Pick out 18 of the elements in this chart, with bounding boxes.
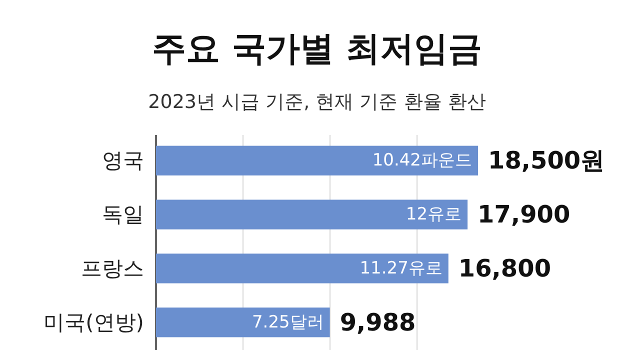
annotation: 12유로 [406,204,462,225]
bar [156,200,468,230]
bar [156,308,330,338]
y-tick-label: 프랑스 [81,256,144,280]
bar [156,254,448,284]
annotation: 11.27유로 [360,258,442,278]
chart-subtitle: 2023년 시급 기준, 현재 기준 환율 환산 [148,91,486,113]
data-label: 16,800 [458,254,552,282]
annotation: 7.25달러 [252,312,324,332]
y-tick-label: 영국 [102,148,144,173]
bar [156,146,478,176]
y-tick-label: 독일 [102,202,144,227]
data-label: 18,500원 [488,146,605,175]
data-label: 17,900 [478,200,570,229]
data-label: 9,988 [340,308,416,336]
annotation: 10.42파운드 [372,150,472,171]
chart-title: 주요 국가별 최저임금 [152,29,482,69]
y-tick-label: 미국(연방) [44,310,144,334]
